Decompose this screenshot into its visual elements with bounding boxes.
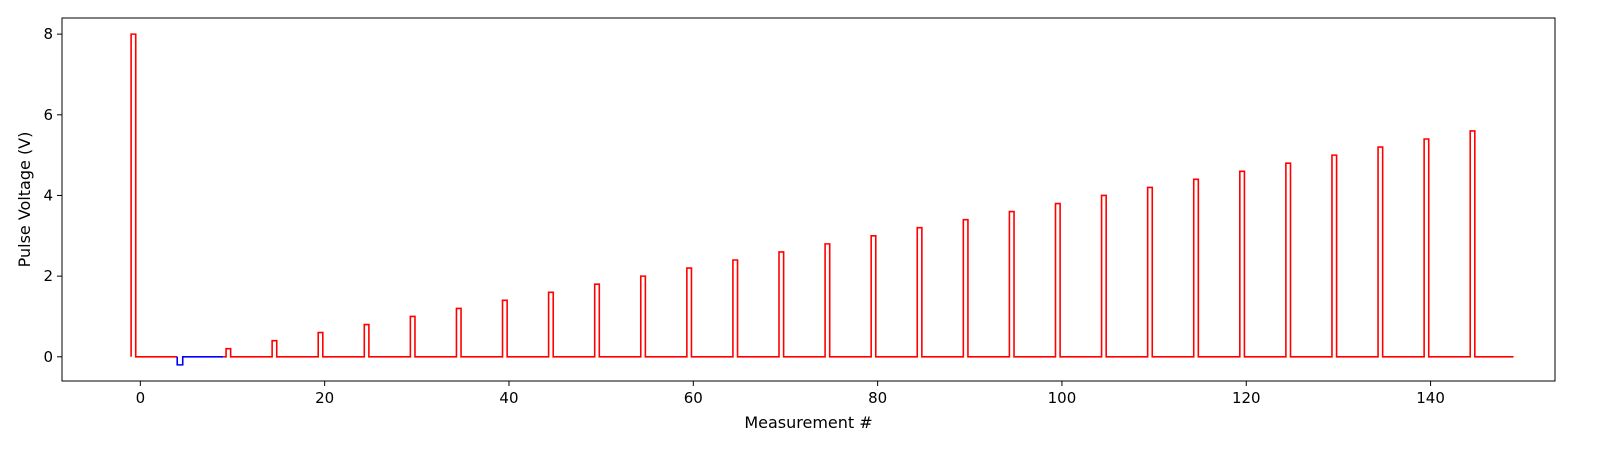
x-axis-title: Measurement # <box>744 413 872 432</box>
x-tick-label: 60 <box>684 389 703 407</box>
x-tick-label: 20 <box>315 389 334 407</box>
y-tick-label: 4 <box>43 186 53 204</box>
series-line-1 <box>130 33 178 358</box>
x-tick-label: 40 <box>499 389 518 407</box>
plot-area-frame <box>61 17 1556 382</box>
data-series <box>130 33 1514 366</box>
x-tick-label: 120 <box>1232 389 1261 407</box>
series-line-2 <box>176 356 224 366</box>
axis-ticks: 0 20 40 60 80 100 120 140 0 2 4 6 8 <box>43 25 1444 407</box>
x-tick-label: 140 <box>1416 389 1445 407</box>
series-line-3 <box>223 130 1514 358</box>
x-tick-label: 100 <box>1048 389 1077 407</box>
y-tick-label: 6 <box>43 106 53 124</box>
y-axis-title: Pulse Voltage (V) <box>15 132 34 268</box>
y-tick-label: 0 <box>43 348 53 366</box>
y-tick-label: 2 <box>43 267 53 285</box>
y-tick-label: 8 <box>43 25 53 43</box>
x-tick-label: 0 <box>136 389 146 407</box>
x-tick-label: 80 <box>868 389 887 407</box>
